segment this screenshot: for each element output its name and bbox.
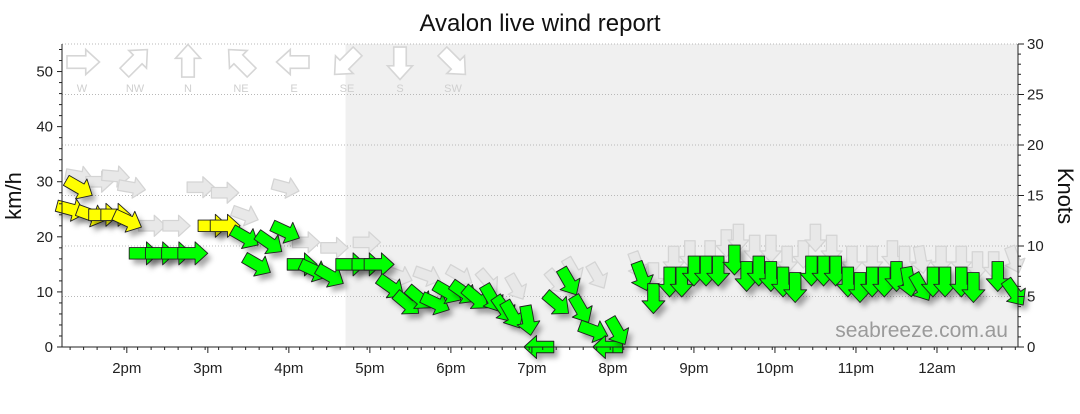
compass-arrow-ne: NE — [227, 48, 258, 95]
compass-label: W — [77, 83, 88, 95]
wind-arrow — [241, 252, 275, 282]
gust-arrow — [230, 204, 259, 227]
y-tick-label: 30 — [36, 174, 53, 191]
wind-arrow — [933, 266, 961, 302]
x-tick-label: 12am — [918, 360, 956, 377]
compass-arrow-e: E — [275, 47, 310, 95]
compass-arrow-n: N — [173, 43, 203, 95]
axes: 0 10 20 30 40 50 0 5 10 15 20 25 30 2pm 3pm 4pm 5pm 6pm 7p… — [36, 36, 1043, 377]
y2-tick-label: 30 — [1027, 36, 1044, 53]
compass-label: S — [396, 83, 403, 95]
x-tick-label: 3pm — [193, 360, 222, 377]
gust-arrow — [320, 236, 349, 259]
y-tick-label: 50 — [36, 64, 53, 81]
compass-label: NW — [126, 83, 145, 95]
x-tick-label: 7pm — [517, 360, 546, 377]
gust-arrow — [910, 244, 933, 274]
gust-arrow — [210, 181, 240, 204]
compass-label: SW — [444, 83, 462, 95]
y2-tick-label: 20 — [1027, 137, 1044, 154]
x-tick-label: 6pm — [436, 360, 465, 377]
x-tick-label: 10pm — [756, 360, 794, 377]
y2-tick-label: 25 — [1027, 87, 1044, 104]
x-tick-label: 2pm — [112, 360, 141, 377]
wind-series — [54, 174, 1030, 364]
gust-arrow — [116, 176, 146, 199]
wind-arrow — [229, 224, 263, 254]
gust-arrow — [444, 263, 473, 287]
wind-arrow — [516, 304, 544, 341]
compass-label: NE — [233, 83, 248, 95]
gust-arrow — [270, 177, 300, 199]
compass-arrow-w: W — [66, 47, 101, 95]
wind-arrow — [177, 241, 212, 270]
gust-arrow — [504, 272, 527, 300]
y2-tick-label: 5 — [1027, 289, 1035, 306]
wind-arrow — [253, 229, 286, 259]
wind-arrow — [62, 174, 97, 204]
wind-arrow — [641, 283, 669, 319]
chart-title: Avalon live wind report — [419, 10, 660, 37]
gust-arrow — [759, 234, 783, 264]
y-tick-label: 0 — [45, 339, 53, 356]
gust-arrow — [412, 265, 442, 287]
wind-arrow — [1000, 276, 1030, 311]
y2-tick-label: 15 — [1027, 188, 1044, 205]
compass-arrow-nw: NW — [118, 48, 149, 95]
gust-arrow — [186, 176, 216, 199]
y2-axis-label: Knots — [1053, 168, 1078, 224]
compass-label: E — [290, 83, 297, 95]
x-tick-label: 9pm — [679, 360, 708, 377]
watermark: seabreeze.com.au — [835, 319, 1008, 342]
gust-arrow — [804, 223, 827, 253]
wind-arrow — [269, 219, 304, 249]
wind-arrow — [541, 289, 573, 319]
wind-arrow — [460, 283, 492, 314]
compass-arrow-sw: SW — [436, 45, 467, 95]
x-tick-label: 8pm — [598, 360, 627, 377]
wind-arrow — [783, 272, 811, 308]
compass-legend: W NW N NE E SE S SW — [66, 43, 467, 95]
y2-tick-label: 10 — [1027, 238, 1044, 255]
wind-arrow — [363, 252, 399, 281]
y-tick-label: 20 — [36, 229, 53, 246]
wind-arrow — [568, 293, 597, 328]
wind-arrow — [961, 272, 989, 308]
y2-tick-label: 0 — [1027, 339, 1035, 356]
x-tick-label: 4pm — [274, 360, 303, 377]
compass-label: SE — [340, 83, 355, 95]
wind-arrow — [604, 315, 633, 350]
x-tick-label: 11pm — [838, 360, 874, 377]
y-tick-label: 10 — [36, 284, 53, 301]
x-tick-label: 5pm — [355, 360, 384, 377]
y-axis-label: km/h — [1, 172, 26, 220]
y-tick-label: 40 — [36, 119, 53, 136]
gust-arrow — [352, 231, 382, 254]
gust-arrow — [585, 261, 609, 289]
compass-arrow-s: S — [385, 46, 415, 95]
wind-arrow — [314, 263, 348, 293]
wind-arrow — [556, 265, 585, 300]
compass-label: N — [184, 83, 192, 95]
compass-arrow-se: SE — [333, 45, 364, 95]
gust-arrow — [162, 214, 191, 237]
wind-arrow — [111, 208, 146, 238]
